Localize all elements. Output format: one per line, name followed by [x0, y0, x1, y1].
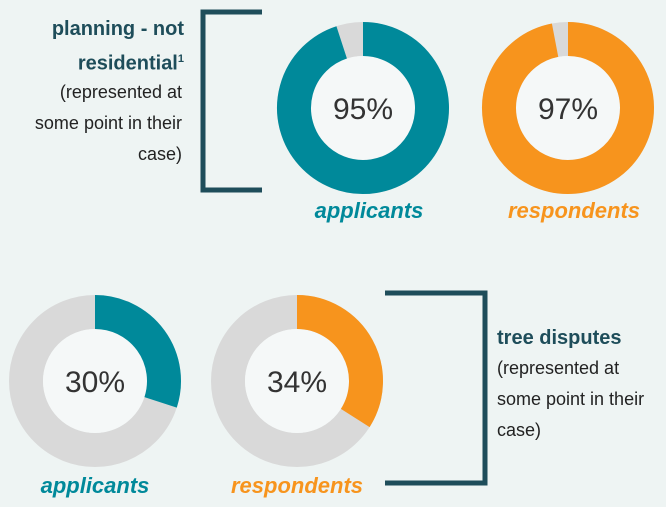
donut-arc — [296, 295, 383, 428]
group-title: planning - not residential1 — [0, 14, 184, 79]
group-subtitle: (represented at some point in their case… — [497, 358, 645, 440]
category-label: applicants — [315, 198, 424, 223]
value-label: 97% — [538, 93, 598, 126]
donut-arc — [94, 295, 181, 408]
category-label: respondents — [508, 198, 640, 223]
category-label: applicants — [41, 473, 150, 498]
donut-hole — [245, 329, 349, 433]
value-label: 95% — [333, 93, 393, 126]
title-text: planning - not residential — [51, 18, 184, 75]
group-title: tree disputes — [497, 327, 622, 349]
footnote-mark: 1 — [177, 53, 184, 65]
value-label: 34% — [267, 366, 327, 399]
value-label: 30% — [65, 366, 125, 399]
donut-hole — [516, 56, 620, 160]
bracket — [385, 290, 488, 486]
donut-arc — [482, 22, 654, 194]
group-subtitle: (represented at some point in their case… — [34, 82, 182, 164]
donut-arc — [277, 22, 449, 194]
bracket — [200, 9, 262, 193]
donut-hole — [311, 56, 415, 160]
category-label: respondents — [231, 473, 363, 498]
donut-hole — [43, 329, 147, 433]
